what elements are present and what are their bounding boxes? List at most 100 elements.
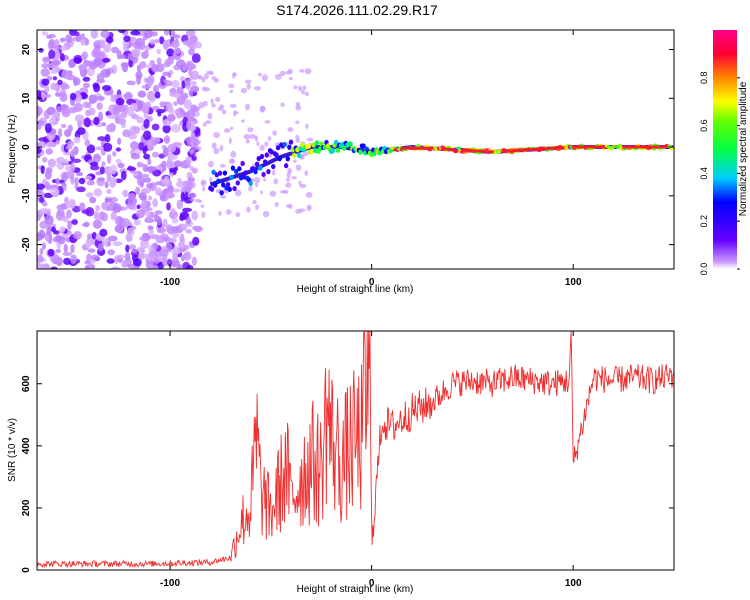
noise-blob [39,196,45,203]
noise-blob [168,167,178,173]
noise-blob [263,177,267,182]
noise-blob [104,198,112,203]
noise-blob [60,123,67,128]
noise-blob [209,177,213,183]
noise-blob [43,93,52,98]
noise-blob [234,189,242,197]
noise-blob [188,179,194,184]
colorbar-tick-label: 0.8 [699,72,709,85]
noise-blob [74,177,79,186]
noise-blob [235,212,241,218]
signal-blob [271,163,276,170]
signal-blob [274,152,279,158]
noise-blob [111,46,120,54]
noise-blob [163,135,171,144]
snr-y-ticks: 0 200 400 600 [21,375,674,573]
signal-blob [342,145,347,151]
noise-blob [159,249,169,257]
noise-blob [121,218,131,227]
noise-blob [173,47,181,55]
noise-blob [157,111,162,117]
noise-blob [42,57,51,63]
noise-blob [121,62,129,73]
noise-blob [165,242,173,253]
noise-blob [267,135,272,142]
noise-blob [82,101,90,109]
noise-blob [85,109,91,117]
noise-blob [46,106,56,116]
noise-blob [44,233,50,242]
noise-blob [158,36,165,45]
spectrogram-y-ticks: -20 -10 0 10 20 [21,44,674,252]
noise-blob [172,232,180,238]
noise-blob [54,92,61,97]
x-tick-label: -100 [160,277,180,288]
noise-blob [156,216,162,226]
noise-blob [273,178,279,185]
noise-blob [169,172,174,177]
noise-blob [230,158,236,163]
noise-blob [89,165,100,171]
noise-blob [70,254,78,265]
noise-blob [50,69,58,74]
noise-blob [76,127,86,135]
noise-blob [166,48,175,57]
noise-blob [110,266,120,269]
noise-blob [163,78,168,84]
noise-blob [175,181,186,188]
noise-blob [72,77,81,86]
noise-blob [285,177,291,182]
noise-blob [116,254,125,259]
noise-blob [211,142,217,150]
signal-blob [237,166,242,172]
noise-blob [145,211,151,217]
noise-blob [186,136,192,147]
noise-blob [179,233,185,243]
noise-blob [37,106,43,116]
signal-blob [333,139,339,145]
noise-blob [71,158,82,163]
noise-blob [249,133,256,139]
noise-blob [37,183,46,190]
signal-blob [283,163,289,169]
noise-blob [146,207,153,212]
noise-blob [187,61,193,71]
noise-blob [89,196,97,204]
noise-blob [147,158,152,166]
noise-blob [51,60,62,66]
noise-blob [219,195,227,199]
noise-blob [191,156,197,161]
noise-blob [144,30,153,39]
noise-blob [59,37,66,43]
noise-blob [171,40,180,49]
noise-blob [59,92,68,103]
noise-blob [60,45,68,52]
noise-blob [186,264,194,269]
noise-blob [166,202,171,211]
noise-blob [65,145,73,150]
noise-blob [182,207,193,213]
noise-blob [96,102,103,111]
noise-blob [108,235,118,242]
noise-blob [170,258,180,268]
noise-blob [167,72,172,78]
noise-blob [39,265,46,269]
signal-blob [335,147,340,153]
noise-blob [137,90,147,98]
noise-blob [228,137,232,145]
noise-blob [140,238,150,249]
noise-blob [100,30,110,38]
noise-blob [120,170,127,181]
noise-blob [190,38,198,43]
noise-blob [93,83,101,93]
noise-blob [202,185,206,192]
noise-blob [157,261,164,269]
noise-blob [130,30,141,36]
noise-blob [186,109,196,118]
noise-blob [55,156,66,164]
noise-blob [126,166,137,171]
signal-blob [243,170,249,176]
signal-blob [277,156,282,162]
noise-blob [133,219,141,226]
noise-blob [46,75,53,81]
